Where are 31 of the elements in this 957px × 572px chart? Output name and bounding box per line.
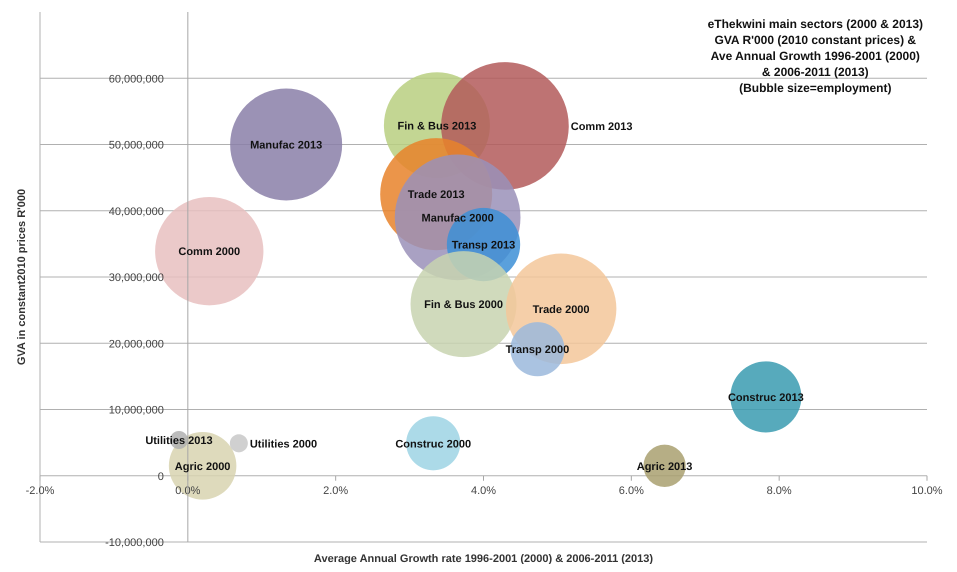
y-tick-label: -10,000,000 bbox=[105, 537, 164, 549]
series-label: Construc 2000 bbox=[395, 438, 472, 450]
series-label: Utilities 2000 bbox=[250, 438, 318, 450]
series-label: Comm 2013 bbox=[570, 120, 633, 133]
series-label: Fin & Bus 2000 bbox=[424, 299, 503, 312]
x-tick-label: 2.0% bbox=[323, 484, 348, 497]
y-axis-title: GVA in constant2010 prices R'000 bbox=[16, 188, 28, 366]
x-tick-label: 8.0% bbox=[766, 484, 792, 497]
series-label: Utilities 2013 bbox=[145, 434, 213, 447]
y-tick-label: 20,000,000 bbox=[108, 338, 164, 350]
series-label: Transp 2013 bbox=[452, 240, 516, 252]
x-tick-label: -2.0% bbox=[26, 484, 55, 497]
series-label: Transp 2000 bbox=[506, 344, 570, 356]
series-label: Comm 2000 bbox=[178, 246, 240, 258]
series-label: Fin & Bus 2013 bbox=[398, 120, 476, 132]
y-tick-label: 50,000,000 bbox=[108, 140, 164, 152]
y-tick-label: 40,000,000 bbox=[108, 206, 164, 218]
y-tick-label: 30,000,000 bbox=[108, 272, 164, 284]
series-label: Agric 2000 bbox=[174, 460, 230, 473]
x-tick-label: 6.0% bbox=[618, 484, 644, 497]
series-label: Manufac 2013 bbox=[250, 140, 322, 152]
y-tick-label: 0 bbox=[158, 470, 164, 483]
x-tick-label: 4.0% bbox=[470, 484, 496, 497]
series-label: Trade 2000 bbox=[532, 304, 590, 316]
text: eThekwini main sectors (2000 & 2013) GVA R'000 (2010 constant prices) & Ave Annual Growth 1996-2001 (2000) & 2006-2011 (2013) (Bubble size=employment) bbox=[708, 16, 923, 96]
x-tick-label: 10.0% bbox=[911, 484, 943, 497]
y-tick-label: 60,000,000 bbox=[108, 73, 164, 86]
series-label: Trade 2013 bbox=[408, 189, 465, 202]
x-tick-label: 0.0% bbox=[175, 484, 201, 497]
y-tick-label: 10,000,000 bbox=[108, 404, 164, 416]
x-axis-title: Average Annual Growth rate 1996-2001 (2000) & 2006-2011 (2013) bbox=[314, 553, 654, 565]
